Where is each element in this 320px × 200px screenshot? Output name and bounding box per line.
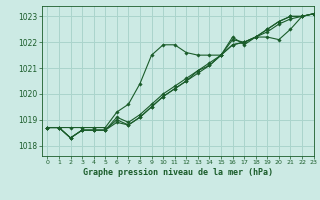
X-axis label: Graphe pression niveau de la mer (hPa): Graphe pression niveau de la mer (hPa) (83, 168, 273, 177)
